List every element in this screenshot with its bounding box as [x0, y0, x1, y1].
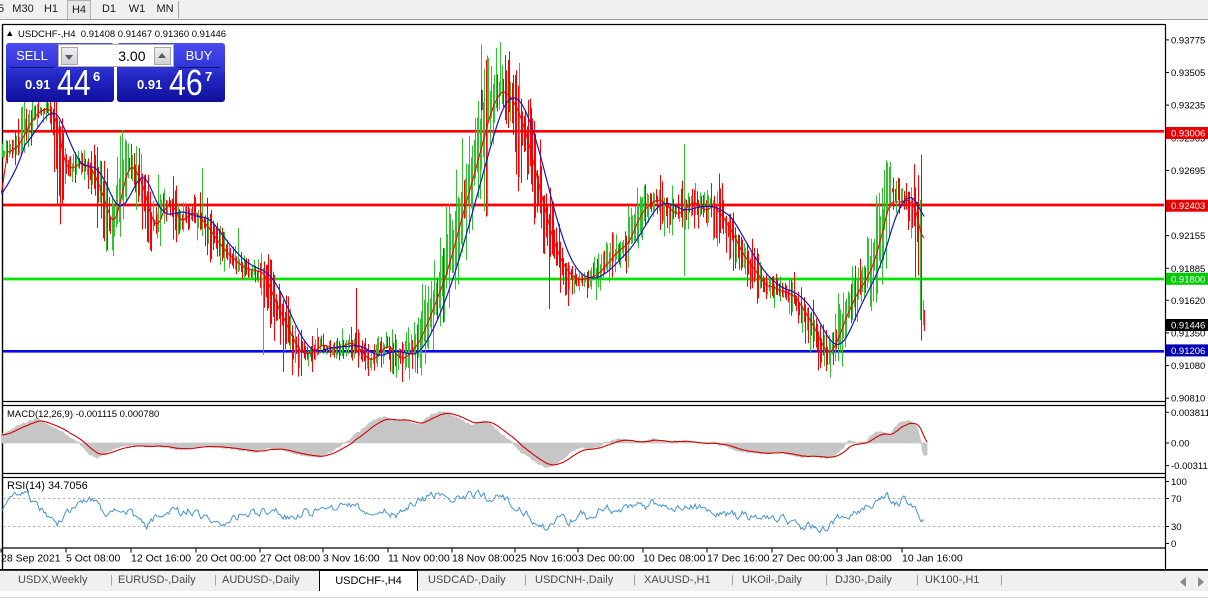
svg-text:5 Oct 08:00: 5 Oct 08:00 — [66, 553, 120, 565]
svg-text:0.003811: 0.003811 — [1171, 408, 1208, 419]
svg-text:MACD(12,26,9) -0.001115 0.0007: MACD(12,26,9) -0.001115 0.000780 — [7, 409, 159, 420]
svg-text:0.91620: 0.91620 — [1171, 296, 1205, 307]
svg-text:0.92403: 0.92403 — [1171, 201, 1205, 212]
svg-text:12 Oct 16:00: 12 Oct 16:00 — [131, 553, 191, 565]
svg-text:-0.003115: -0.003115 — [1171, 461, 1208, 472]
svg-text:0.91080: 0.91080 — [1171, 361, 1205, 372]
svg-text:27 Dec 00:00: 27 Dec 00:00 — [772, 553, 835, 565]
svg-text:0.93006: 0.93006 — [1171, 129, 1205, 140]
svg-text:30: 30 — [1171, 522, 1182, 533]
svg-text:11 Nov 00:00: 11 Nov 00:00 — [388, 553, 450, 565]
svg-text:0.91446: 0.91446 — [1171, 321, 1205, 332]
svg-text:25 Nov 16:00: 25 Nov 16:00 — [515, 553, 578, 565]
svg-text:0.90810: 0.90810 — [1171, 394, 1205, 405]
svg-text:3 Jan 08:00: 3 Jan 08:00 — [837, 553, 892, 565]
svg-text:10 Jan 16:00: 10 Jan 16:00 — [902, 553, 963, 565]
svg-text:0.93235: 0.93235 — [1171, 101, 1205, 112]
svg-text:0.91800: 0.91800 — [1171, 274, 1205, 285]
svg-text:10 Dec 08:00: 10 Dec 08:00 — [643, 553, 706, 565]
svg-text:0.91206: 0.91206 — [1171, 346, 1205, 357]
svg-text:27 Oct 08:00: 27 Oct 08:00 — [260, 553, 320, 565]
svg-text:28 Sep 2021: 28 Sep 2021 — [1, 553, 61, 565]
svg-text:18 Nov 08:00: 18 Nov 08:00 — [452, 553, 515, 565]
svg-text:3 Nov 16:00: 3 Nov 16:00 — [323, 553, 380, 565]
svg-text:0.93505: 0.93505 — [1171, 68, 1205, 79]
svg-text:USDCHF-,H4 0.91408 0.91467 0.: USDCHF-,H4 0.91408 0.91467 0.91360 0.914… — [18, 29, 226, 40]
svg-text:0: 0 — [1171, 539, 1176, 550]
svg-text:0.92155: 0.92155 — [1171, 231, 1205, 242]
svg-text:70: 70 — [1171, 494, 1182, 505]
svg-text:0.91350: 0.91350 — [1171, 328, 1205, 339]
svg-text:3 Dec 00:00: 3 Dec 00:00 — [578, 553, 635, 565]
svg-text:0.92695: 0.92695 — [1171, 166, 1205, 177]
svg-text:17 Dec 16:00: 17 Dec 16:00 — [707, 553, 770, 565]
svg-text:0.93775: 0.93775 — [1171, 35, 1205, 46]
svg-text:20 Oct 00:00: 20 Oct 00:00 — [196, 553, 256, 565]
svg-text:100: 100 — [1171, 477, 1187, 488]
svg-text:RSI(14) 34.7056: RSI(14) 34.7056 — [7, 480, 88, 492]
svg-text:0.00: 0.00 — [1171, 439, 1190, 450]
svg-text:0.91885: 0.91885 — [1171, 264, 1205, 275]
